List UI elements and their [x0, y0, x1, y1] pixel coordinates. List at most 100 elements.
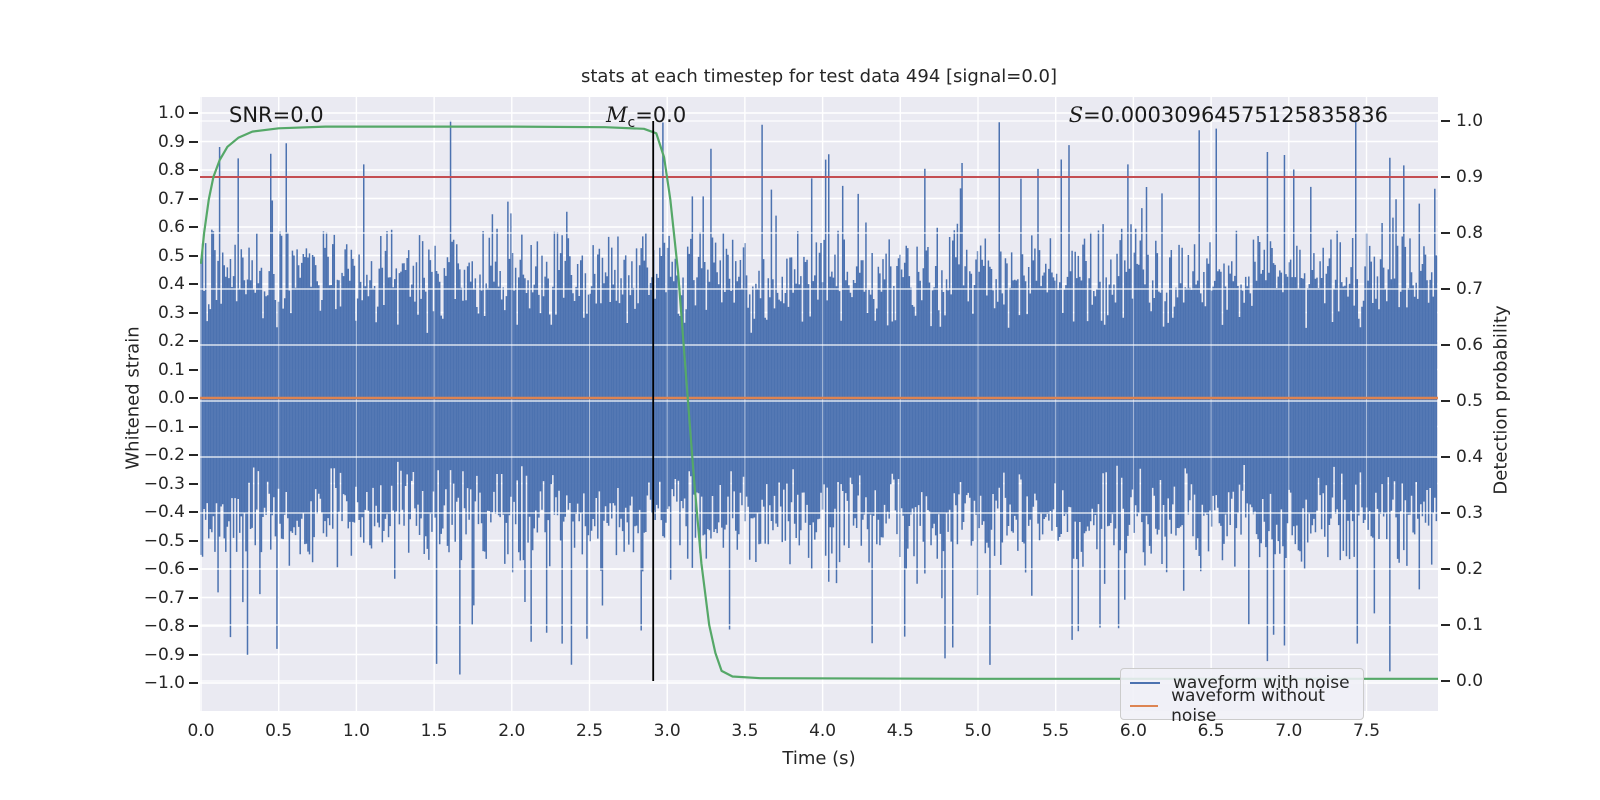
legend: waveform with noise waveform without noi…: [1120, 668, 1364, 726]
x-tick-label: 0.0: [187, 721, 215, 741]
x-tick-label: 2.5: [575, 721, 604, 741]
legend-label: waveform without noise: [1171, 685, 1325, 726]
left-y-tick-label: 0.6: [157, 217, 185, 237]
left-y-tick-mark: [189, 568, 198, 570]
left-y-tick-mark: [189, 682, 198, 684]
left-y-tick-label: 0.8: [157, 160, 185, 180]
annotation-chirp-mass: Mc=0.0: [606, 103, 686, 131]
left-y-tick-label: 0.1: [157, 359, 185, 380]
right-y-tick-mark: [1441, 120, 1450, 122]
left-y-tick-mark: [189, 482, 198, 485]
x-tick-label: 3.5: [731, 721, 759, 741]
legend-line-sample-orange: [1130, 704, 1159, 707]
left-y-tick-mark: [189, 283, 198, 285]
chirp-mass-value: =0.0: [635, 103, 687, 127]
x-tick-label: 7.5: [1352, 721, 1381, 741]
stat-symbol: S: [1068, 103, 1084, 127]
left-y-tick-label: −0.8: [143, 616, 185, 636]
right-y-tick-label: 0.9: [1456, 167, 1484, 187]
left-y-tick-label: −0.7: [143, 587, 185, 608]
left-y-tick-mark: [189, 511, 198, 513]
left-y-tick-label: −0.9: [143, 644, 185, 665]
x-tick-label: 6.0: [1119, 721, 1147, 741]
right-y-tick-mark: [1441, 344, 1450, 346]
left-y-tick-label: −0.2: [143, 445, 185, 465]
left-y-tick-label: −0.4: [143, 502, 185, 522]
left-y-tick-label: 1.0: [157, 103, 185, 123]
right-y-tick-mark: [1441, 568, 1450, 570]
legend-label: waveform with noise: [1173, 672, 1350, 693]
chirp-mass-symbol: M: [606, 103, 628, 127]
legend-item-waveform-with-noise: waveform with noise: [1121, 673, 1363, 693]
right-y-tick-label: 0.6: [1456, 335, 1484, 355]
left-y-tick-label: 0.0: [157, 388, 185, 408]
x-tick-label: 3.0: [653, 721, 681, 741]
left-y-tick-label: −0.1: [143, 416, 185, 437]
left-y-tick-mark: [189, 625, 198, 627]
left-y-tick-mark: [189, 539, 198, 542]
x-tick-label: 4.0: [809, 721, 837, 741]
left-y-tick-mark: [189, 311, 198, 314]
left-y-tick-mark: [189, 368, 198, 371]
right-y-tick-mark: [1441, 400, 1450, 402]
left-y-tick-mark: [189, 140, 198, 143]
left-y-tick-mark: [189, 596, 198, 599]
left-y-tick-mark: [189, 340, 198, 342]
right-y-tick-label: 0.0: [1456, 671, 1484, 691]
right-y-tick-label: 0.7: [1456, 279, 1484, 299]
left-y-tick-label: 0.9: [157, 131, 185, 152]
x-tick-label: 4.5: [886, 721, 914, 741]
left-y-tick-label: 0.3: [157, 302, 185, 323]
right-y-tick-mark: [1441, 288, 1450, 290]
left-y-tick-label: −0.5: [143, 530, 185, 551]
annotation-stat: S=0.00030964575125835836: [988, 103, 1388, 127]
right-y-tick-mark: [1441, 680, 1450, 682]
stat-value: =0.00030964575125835836: [1083, 103, 1388, 127]
left-y-tick-mark: [189, 112, 198, 114]
right-y-tick-mark: [1441, 232, 1450, 234]
right-y-tick-label: 0.5: [1456, 391, 1484, 411]
left-y-tick-label: −0.3: [143, 473, 185, 494]
x-tick-label: 1.0: [342, 721, 370, 741]
left-y-tick-label: −1.0: [143, 673, 185, 693]
x-tick-label: 6.5: [1197, 721, 1225, 741]
left-y-tick-mark: [189, 454, 198, 456]
right-y-tick-mark: [1441, 512, 1450, 514]
plot-area: [200, 97, 1438, 711]
left-y-tick-mark: [189, 197, 198, 200]
right-y-tick-label: 0.4: [1456, 447, 1484, 467]
legend-item-waveform-without-noise: waveform without noise: [1121, 686, 1363, 726]
left-y-tick-mark: [189, 169, 198, 171]
left-y-tick-label: −0.6: [143, 559, 185, 579]
x-tick-label: 7.0: [1275, 721, 1303, 741]
x-tick-label: 0.5: [265, 721, 293, 741]
right-y-tick-mark: [1441, 456, 1450, 458]
left-y-tick-mark: [189, 425, 198, 428]
annotation-snr: SNR=0.0: [229, 103, 324, 127]
plot-canvas: [200, 97, 1438, 711]
right-y-tick-label: 0.1: [1456, 615, 1484, 635]
grid-over: [200, 97, 1438, 711]
x-axis-label: Time (s): [782, 748, 856, 769]
left-y-tick-mark: [189, 254, 198, 257]
x-tick-label: 2.0: [498, 721, 526, 741]
series-detection-probability: [200, 125, 1438, 680]
chart-title: stats at each timestep for test data 494…: [581, 66, 1057, 87]
right-y-tick-label: 0.2: [1456, 559, 1484, 579]
right-y-tick-label: 1.0: [1456, 111, 1484, 131]
legend-line-sample-blue: [1130, 681, 1160, 684]
x-tick-label: 5.0: [964, 721, 992, 741]
x-tick-label: 1.5: [420, 721, 448, 741]
left-y-tick-label: 0.2: [157, 331, 185, 351]
right-y-tick-mark: [1441, 624, 1450, 626]
left-y-tick-mark: [189, 226, 198, 228]
right-y-tick-label: 0.3: [1456, 503, 1484, 523]
x-tick-label: 5.5: [1042, 721, 1070, 741]
left-y-tick-label: 0.7: [157, 188, 185, 209]
left-y-tick-mark: [189, 397, 198, 399]
right-y-tick-mark: [1441, 176, 1450, 178]
right-y-tick-label: 0.8: [1456, 223, 1484, 243]
left-y-tick-label: 0.5: [157, 245, 185, 266]
left-y-tick-label: 0.4: [157, 274, 185, 294]
